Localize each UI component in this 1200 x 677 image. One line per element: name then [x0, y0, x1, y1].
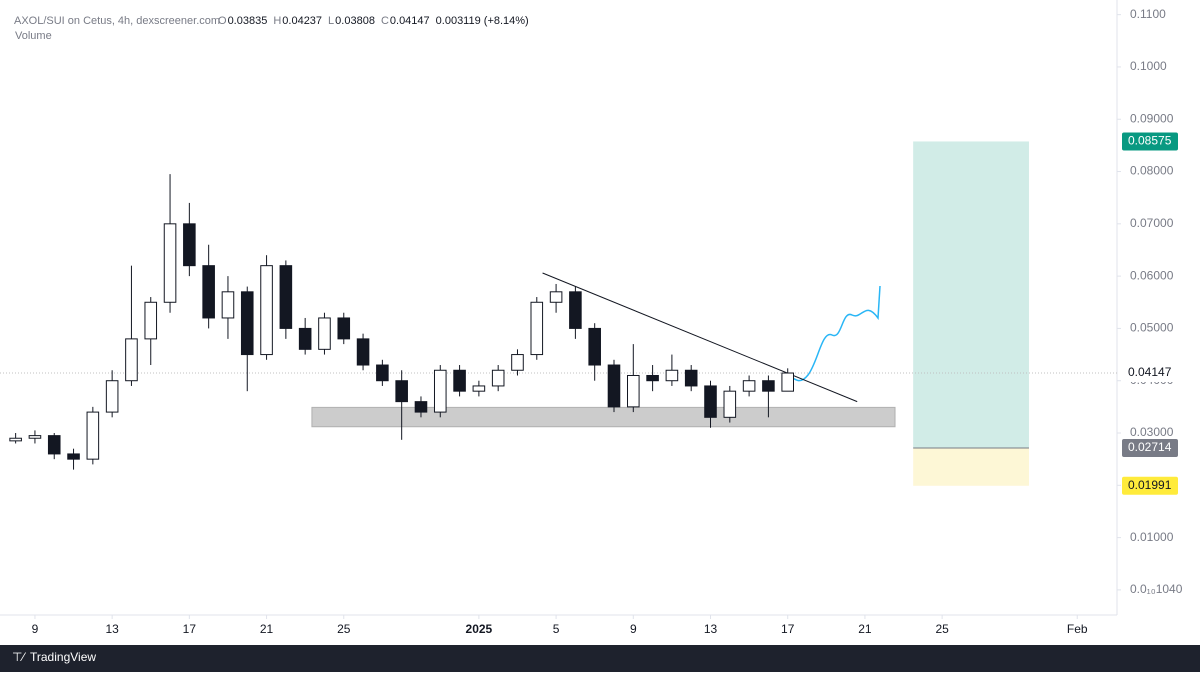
- ohlc-key: H: [273, 15, 281, 27]
- candle-body: [607, 364, 621, 408]
- candle-body: [491, 369, 505, 387]
- ohlc-key: O: [218, 15, 227, 27]
- target-tag-bg: [1122, 132, 1178, 151]
- volume-label: Volume: [15, 30, 52, 42]
- footer-brand: TradingView: [30, 650, 96, 664]
- last-price-tag-bg: [1122, 364, 1178, 383]
- candle-body: [260, 265, 273, 356]
- y-tick-label: 0.05000: [1130, 321, 1174, 335]
- ohlc-value: 0.04237: [282, 15, 322, 27]
- logo-icon: ⊤⁄: [12, 650, 26, 664]
- x-tick-label: 9: [32, 622, 39, 636]
- candle-body: [202, 265, 215, 319]
- candle-body: [183, 223, 196, 267]
- ohlc-value: 0.03835: [228, 15, 268, 27]
- candle-body: [684, 369, 698, 387]
- footer-bar: [0, 645, 1200, 672]
- candle-body: [395, 380, 408, 403]
- projection: [785, 285, 881, 382]
- candle-body: [742, 380, 756, 392]
- candle-body: [588, 327, 601, 366]
- candle-body: [530, 301, 544, 356]
- candle-body: [105, 380, 119, 413]
- x-tick-label: 13: [704, 622, 718, 636]
- candle-body: [47, 435, 61, 455]
- candle-body: [511, 354, 524, 371]
- candle-body: [144, 301, 158, 340]
- ohlc-change: 0.003119 (+8.14%): [436, 15, 529, 27]
- y-tick-label: 0.08000: [1130, 164, 1174, 178]
- x-tick-label: 13: [105, 622, 119, 636]
- candle-body: [279, 265, 293, 329]
- target-zone: [913, 141, 1029, 448]
- candle-body: [240, 291, 254, 356]
- candle-body: [665, 369, 679, 382]
- stop-tag-bg: [1122, 476, 1178, 495]
- legend: AXOL/SUI on Cetus, 4h, dexscreener.com: [14, 15, 220, 27]
- candle-body: [453, 369, 466, 392]
- y-tick-label: 0.1000: [1130, 59, 1167, 73]
- y-tick-label: 0.03000: [1130, 425, 1174, 439]
- candle-body: [414, 401, 428, 413]
- stop-tag: 0.01991: [1128, 478, 1172, 492]
- candle-body: [627, 374, 640, 408]
- entry-tag-bg: [1122, 438, 1178, 457]
- target-tag: 0.08575: [1128, 134, 1172, 148]
- x-tick-label: 25: [935, 622, 949, 636]
- x-tick-label: 17: [183, 622, 197, 636]
- candle-body: [762, 380, 775, 392]
- trend-line: [542, 272, 858, 403]
- candle-body: [549, 291, 563, 303]
- x-tick-label: Feb: [1067, 622, 1088, 636]
- x-tick-label: 25: [337, 622, 351, 636]
- candle-body: [781, 372, 795, 392]
- ohlc-key: L: [328, 15, 334, 27]
- candle-body: [125, 338, 138, 382]
- candle-body: [28, 435, 42, 439]
- y-tick-label: 0.1100: [1130, 7, 1166, 21]
- ohlc: O 0.03835 H 0.04237 L 0.03808 C 0.04147 0.003119…: [218, 15, 529, 27]
- candle-body: [9, 437, 22, 442]
- ohlc-value: 0.03808: [335, 15, 375, 27]
- candle-body: [298, 327, 312, 350]
- candle-body: [86, 411, 100, 460]
- candle-body: [704, 385, 717, 418]
- x-tick-label: 21: [858, 622, 872, 636]
- stop-zone: [913, 447, 1029, 486]
- y-tick-label: 0.0₁₀1040: [1130, 582, 1183, 596]
- x-tick-label: 5: [553, 622, 560, 636]
- x-tick-label: 9: [630, 622, 637, 636]
- candle-body: [356, 338, 370, 366]
- x-tick-label: 21: [260, 622, 274, 636]
- ohlc-key: C: [381, 15, 389, 27]
- candle-body: [337, 317, 351, 340]
- candle-body: [318, 317, 331, 350]
- candle-body: [221, 291, 235, 319]
- entry-tag: 0.02714: [1128, 440, 1172, 454]
- x-tick-label: 17: [781, 622, 795, 636]
- candle-body: [67, 453, 80, 460]
- candle-body: [163, 223, 177, 303]
- y-tick-label: 0.07000: [1130, 216, 1174, 230]
- last-price-tag: 0.04147: [1128, 365, 1172, 379]
- candle-body: [472, 385, 486, 392]
- candle-body: [569, 291, 582, 329]
- candle-body: [376, 364, 389, 382]
- candle-body: [646, 374, 659, 382]
- y-tick-label: 0.06000: [1130, 268, 1174, 282]
- y-tick-label: 0.09000: [1130, 111, 1174, 125]
- support-zone: [311, 406, 896, 428]
- ohlc-value: 0.04147: [390, 15, 430, 27]
- candle-body: [433, 369, 447, 413]
- candle-body: [723, 390, 737, 418]
- x-tick-label: 2025: [466, 622, 493, 636]
- y-tick-label: 0.01000: [1130, 530, 1174, 544]
